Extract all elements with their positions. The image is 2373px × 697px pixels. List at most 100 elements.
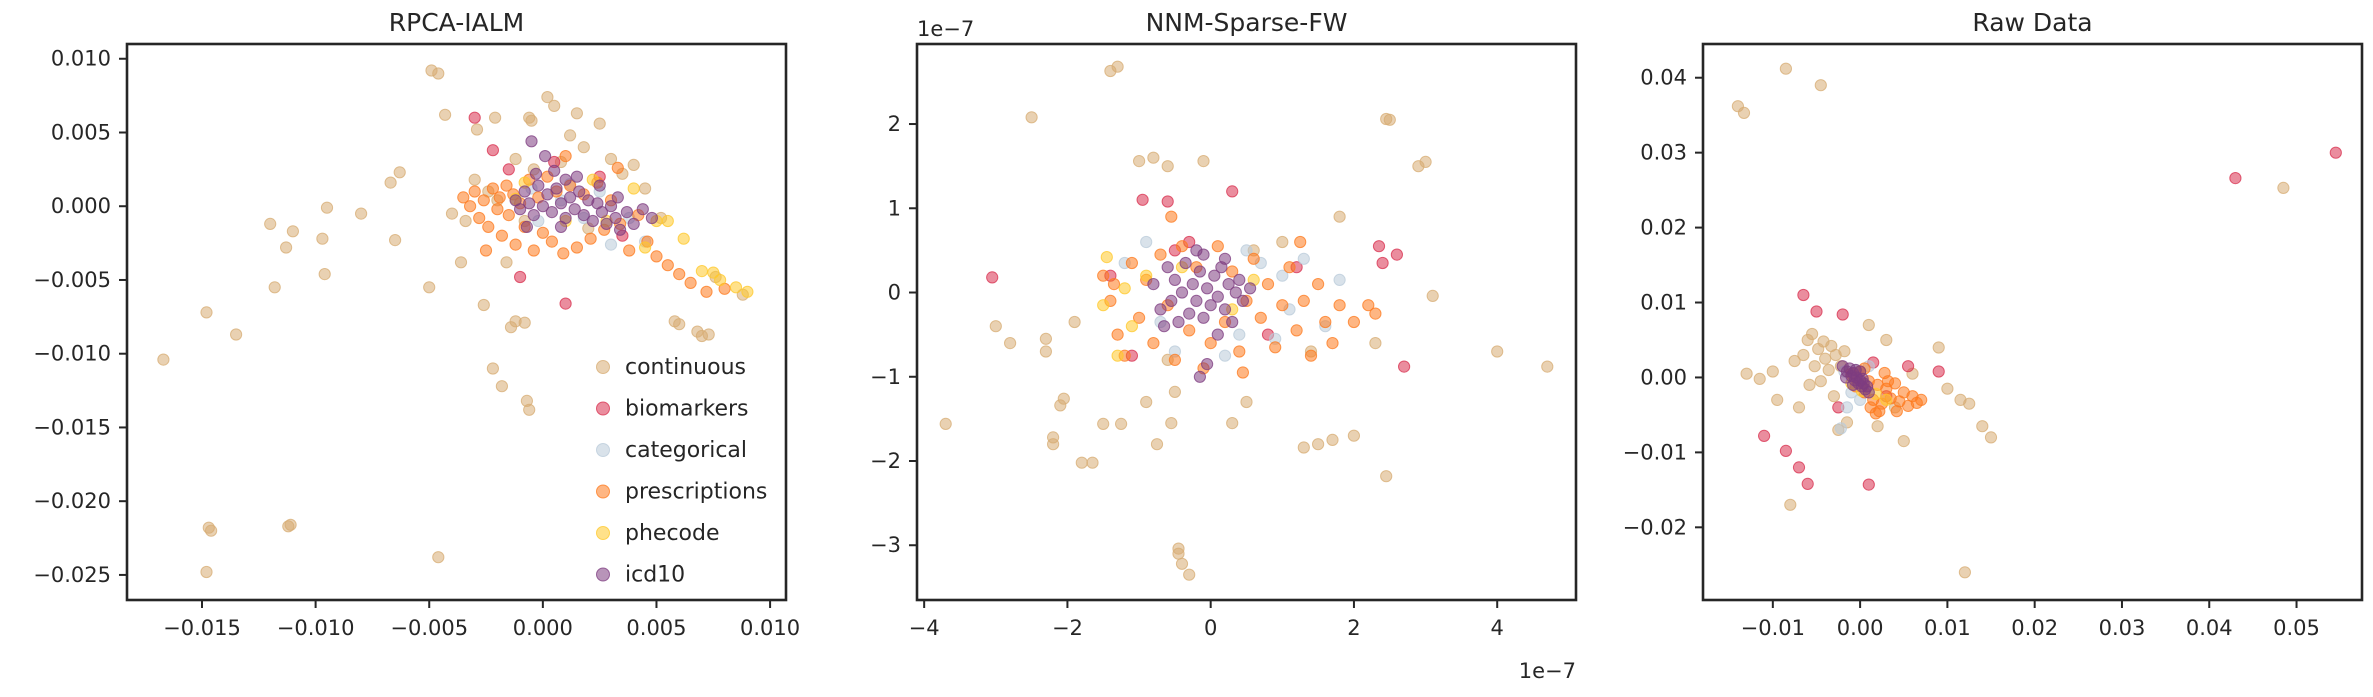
data-point	[1963, 397, 1976, 410]
data-point	[1984, 431, 1998, 444]
data-point	[1183, 324, 1196, 337]
data-point	[1154, 248, 1167, 261]
data-point	[518, 316, 531, 329]
data-point	[482, 220, 495, 233]
data-point	[1319, 315, 1332, 329]
data-point	[1165, 210, 1178, 223]
plot-frame	[915, 42, 1578, 602]
data-point	[1890, 405, 1903, 418]
data-point	[1197, 248, 1210, 261]
data-point	[1932, 365, 1945, 378]
data-point	[1168, 385, 1182, 398]
data-point	[1147, 278, 1160, 291]
data-point	[1211, 328, 1224, 341]
data-point	[1803, 378, 1816, 391]
data-point	[527, 209, 540, 222]
data-point	[1297, 294, 1310, 307]
data-point	[280, 241, 293, 254]
data-point	[559, 173, 572, 186]
data-point	[595, 206, 609, 219]
y-tick-label: 0.00	[1640, 365, 1687, 389]
data-point	[1941, 382, 1954, 395]
data-point	[577, 141, 590, 154]
data-point	[486, 182, 499, 195]
data-point	[627, 217, 640, 230]
data-point	[584, 232, 597, 245]
data-point	[1902, 360, 1915, 373]
data-point	[1810, 305, 1823, 318]
y-tick-label: 1	[888, 196, 901, 220]
y-tick-label: 0.01	[1640, 291, 1687, 315]
data-point	[627, 158, 640, 171]
y-tick-label: 0.005	[51, 120, 111, 144]
data-point	[1958, 566, 1972, 579]
data-point	[464, 200, 477, 213]
data-point	[1283, 261, 1296, 274]
legend-item-continuous: continuous	[596, 355, 746, 380]
y-tick-label: −0.01	[1623, 440, 1687, 464]
data-point	[1822, 363, 1835, 377]
data-point	[432, 551, 445, 564]
data-point	[1175, 557, 1189, 570]
data-point	[439, 108, 452, 121]
series-icd10	[509, 135, 659, 236]
data-point	[477, 298, 490, 312]
data-point	[268, 281, 281, 294]
data-point	[1297, 252, 1310, 265]
data-point	[1233, 273, 1246, 286]
y-offset-text: 1e−7	[917, 17, 974, 41]
data-point	[1758, 429, 1771, 442]
data-point	[1086, 456, 1099, 469]
data-point	[570, 170, 584, 183]
data-point	[1766, 365, 1779, 378]
legend-label: continuous	[625, 355, 746, 380]
data-point	[1097, 269, 1110, 282]
data-point	[1840, 371, 1853, 384]
data-point	[157, 353, 170, 366]
data-point	[577, 209, 590, 222]
data-point	[1244, 282, 1257, 295]
data-point	[1125, 256, 1139, 270]
data-point	[1792, 461, 1806, 474]
data-point	[1115, 417, 1128, 430]
data-point	[393, 166, 406, 179]
data-point	[1814, 79, 1827, 92]
data-point	[564, 191, 577, 204]
data-point	[468, 111, 481, 124]
data-point	[1347, 315, 1361, 329]
data-point	[495, 380, 508, 393]
data-point	[661, 214, 674, 228]
data-point	[1372, 240, 1386, 253]
data-point	[518, 185, 531, 198]
data-point	[570, 241, 584, 254]
data-point	[1862, 318, 1875, 332]
data-point	[586, 214, 599, 228]
data-point	[673, 318, 686, 331]
data-point	[470, 123, 484, 136]
x-tick-label: 2	[1347, 616, 1360, 640]
chart-title: Raw Data	[1972, 8, 2092, 37]
data-point	[1133, 311, 1146, 324]
data-point	[1347, 429, 1361, 442]
data-point	[1976, 420, 1989, 433]
data-point	[1140, 395, 1153, 409]
series-biomarkers	[986, 185, 1411, 373]
data-point	[554, 197, 568, 210]
legend-marker	[596, 401, 610, 416]
plot-frame	[125, 42, 788, 602]
data-point	[2329, 146, 2342, 159]
data-point	[1390, 248, 1404, 261]
x-tick-label: −0.01	[1741, 616, 1805, 640]
data-point	[1140, 269, 1153, 282]
data-point	[477, 194, 490, 207]
legend-marker	[596, 443, 610, 457]
x-tick-label: 0.000	[513, 616, 573, 640]
data-point	[564, 129, 577, 142]
x-tick-label: −4	[909, 616, 940, 640]
data-point	[1333, 299, 1346, 312]
data-point	[1376, 256, 1389, 270]
data-point	[432, 67, 445, 80]
data-point	[550, 182, 563, 195]
data-point	[489, 111, 502, 124]
data-point	[611, 191, 624, 204]
